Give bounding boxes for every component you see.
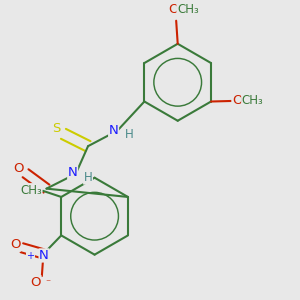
Text: O: O — [168, 3, 178, 16]
Text: S: S — [52, 122, 61, 135]
Text: O: O — [31, 276, 41, 289]
Text: CH₃: CH₃ — [177, 3, 199, 16]
Text: +: + — [26, 251, 34, 261]
Text: N: N — [39, 249, 49, 262]
Text: CH₃: CH₃ — [20, 184, 42, 197]
Text: H: H — [84, 171, 92, 184]
Text: N: N — [109, 124, 118, 136]
Text: O: O — [10, 238, 20, 251]
Text: H: H — [125, 128, 134, 141]
Text: CH₃: CH₃ — [242, 94, 263, 107]
Text: ⁻: ⁻ — [45, 278, 50, 288]
Text: N: N — [68, 167, 77, 179]
Text: O: O — [232, 94, 242, 107]
Text: O: O — [14, 162, 24, 175]
